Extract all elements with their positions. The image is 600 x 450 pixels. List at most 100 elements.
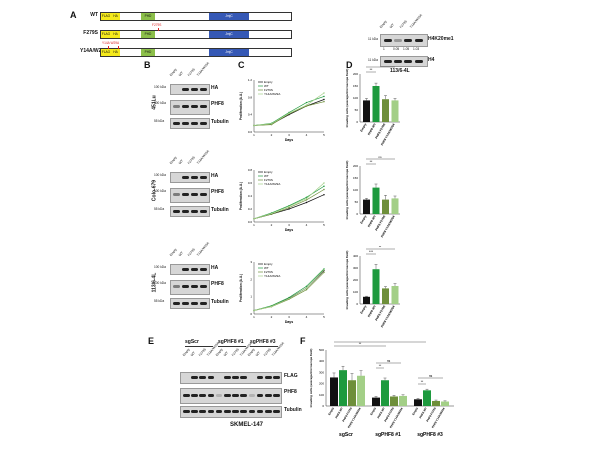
y-tick-label: 200 (319, 382, 324, 386)
y-axis-label: Invading cells (average/microscope field… (345, 161, 349, 220)
blot-band (200, 302, 207, 305)
blot-band (191, 122, 198, 125)
blot-b-lane-label: WT (177, 158, 185, 166)
y-tick-label: 400 (353, 254, 358, 258)
construct-name: WT (90, 12, 98, 18)
blot-band (200, 193, 207, 196)
x-axis-label: Days (285, 138, 293, 142)
blot-band (182, 210, 189, 213)
data-point (305, 197, 308, 200)
blot-b-mw: 100 kDa (154, 85, 166, 89)
y-tick-label: 0.2 (248, 207, 253, 211)
y-tick-label: 0.8 (248, 168, 253, 172)
invasion-chart-f: 0 100 200 300 400 500 Invading cells (average/… (309, 340, 454, 438)
blot-band (224, 394, 231, 397)
bar (391, 198, 399, 214)
blot-a-lane-label: F279S (398, 19, 408, 30)
x-category-label: Empty (411, 406, 419, 416)
domain-jmjc: JmjC (209, 13, 249, 20)
blot-band (199, 376, 206, 379)
domain-phd: PHD (141, 49, 155, 56)
blot-band (273, 376, 280, 379)
panel-label-d: D (346, 60, 353, 70)
data-point (323, 185, 325, 187)
x-category-label: PHF8 WT (367, 214, 377, 228)
blot-b-lane-label: Empty (168, 67, 178, 78)
y-tick-label: 0 (250, 312, 252, 316)
blot-band (182, 302, 189, 305)
data-point (305, 285, 308, 287)
y-tick-label: 100 (353, 290, 358, 294)
mutation-mark (158, 28, 159, 31)
legend-label: Empty (264, 80, 273, 84)
bar (372, 269, 380, 304)
blot-b-mw: 55 kDa (154, 299, 165, 303)
blot-band (182, 88, 189, 91)
y-tick-label: 400 (319, 359, 324, 363)
legend-label: Y14A/W29A (264, 182, 280, 186)
x-axis-label: Days (285, 320, 293, 324)
blot-e-row-label: Tubulin (284, 407, 302, 413)
data-point (253, 309, 255, 312)
blot-b-row-label: PHF8 (211, 281, 224, 287)
y-tick-label: 100 (353, 188, 358, 192)
blot-b-row-label: HA (211, 265, 219, 271)
x-category-label: PHF8 WT (367, 122, 377, 136)
series-line-3 (253, 92, 325, 126)
y-tick-label: 0 (356, 120, 358, 124)
construct-name: F279S (83, 30, 98, 36)
blot-b-lane-label: Empty (168, 247, 178, 258)
x-tick-label: 5 (323, 315, 325, 319)
blot-band (173, 302, 180, 305)
y-tick-label: 50 (355, 200, 359, 204)
blot-band (248, 394, 256, 397)
blot-band (173, 122, 180, 125)
blot-band (240, 410, 247, 413)
blot-b-mw: 100 kDa (154, 189, 166, 193)
blot-b-lane-label: F279S (186, 247, 196, 258)
blot-b-mw: 55 kDa (154, 119, 165, 123)
y-tick-label: 50 (355, 108, 359, 112)
blot-band (240, 394, 247, 397)
group-label: sgPHF8 #1 (375, 432, 401, 438)
blot-b-lane-label: Y14A/W29A (195, 241, 211, 258)
x-category-label: PHF8 F279S (341, 406, 353, 422)
blot-band (191, 394, 198, 397)
blot-a-quant: 0.05 (393, 47, 400, 51)
legend-label: F279S (264, 270, 273, 274)
blot-e-group-line (185, 346, 213, 347)
blot-band (265, 394, 272, 397)
blot-band (200, 176, 207, 179)
legend-label: WT (264, 174, 269, 178)
legend-label: F279S (264, 178, 273, 182)
y-tick-label: 0.4 (248, 113, 253, 117)
blot-b-mw: 55 kDa (154, 207, 165, 211)
data-point (323, 98, 325, 101)
blot-band (215, 394, 223, 397)
data-point (323, 271, 325, 274)
legend-label: Y14A/W29A (264, 274, 280, 278)
data-point (323, 188, 325, 191)
x-tick-label: 4 (306, 315, 308, 319)
y-axis-label: Invading cells (average/microscope field… (345, 69, 349, 128)
y-tick-label: 200 (353, 278, 358, 282)
x-category-label: PHF8 F279S (383, 406, 395, 422)
blot-b-row-ha (170, 84, 210, 95)
blot-b-lane-label: Empty (168, 155, 178, 166)
blot-band (248, 410, 256, 413)
x-tick-label: 2 (271, 133, 273, 137)
construct-bar: FLAG HA PHD JmjC (100, 12, 292, 21)
bar (382, 99, 389, 122)
blot-a-row1: H4K20me1 (428, 36, 454, 42)
data-point (305, 104, 308, 106)
bar-chart-1: 0 50 100 150 200 Invading cells (average/micr… (345, 155, 400, 238)
line-chart-1: 0.0 0.2 0.4 0.6 0.8 1 2 3 4 5 Days Proliferation (A… (239, 168, 325, 232)
sig-label: ns (378, 155, 382, 159)
blot-b-lane-label: F279S (186, 155, 196, 166)
mutation-mark (118, 46, 119, 49)
blot-e-group-line (218, 346, 246, 347)
data-point (270, 212, 273, 215)
sig-label: ns (429, 374, 433, 378)
blot-b-lane-label: Y14A/W29A (195, 149, 211, 166)
bar (372, 397, 380, 406)
